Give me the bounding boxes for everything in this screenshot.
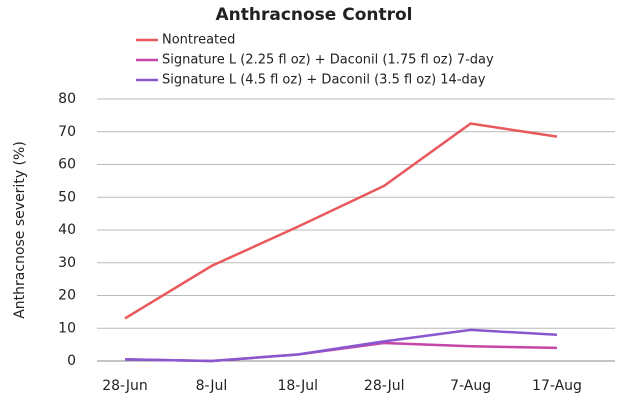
y-tick-label: 60 <box>58 157 76 173</box>
chart-title: Anthracnose Control <box>215 5 412 25</box>
x-tick-label: 17-Aug <box>532 378 582 394</box>
y-tick-label: 40 <box>58 222 76 238</box>
series-line <box>124 328 558 363</box>
y-axis-label: Anthracnose severity (%) <box>12 141 28 319</box>
y-tick-label: 50 <box>58 189 76 205</box>
y-tick-label: 10 <box>58 320 76 336</box>
legend-label: Signature L (2.25 fl oz) + Daconil (1.75… <box>162 53 494 68</box>
series-line <box>124 122 558 320</box>
series-line <box>124 341 558 363</box>
x-tick-label: 7-Aug <box>450 378 491 394</box>
y-tick-label: 0 <box>67 353 76 369</box>
x-tick-label: 18-Jul <box>278 378 319 394</box>
x-tick-label: 8-Jul <box>196 378 228 394</box>
y-tick-label: 20 <box>58 288 76 304</box>
legend-label: Signature L (4.5 fl oz) + Daconil (3.5 f… <box>162 73 486 88</box>
y-tick-label: 30 <box>58 255 76 271</box>
x-tick-label: 28-Jun <box>102 378 148 394</box>
y-tick-label: 70 <box>58 124 76 140</box>
legend-label: Nontreated <box>162 33 235 48</box>
x-tick-label: 28-Jul <box>364 378 405 394</box>
y-tick-label: 80 <box>58 91 76 107</box>
